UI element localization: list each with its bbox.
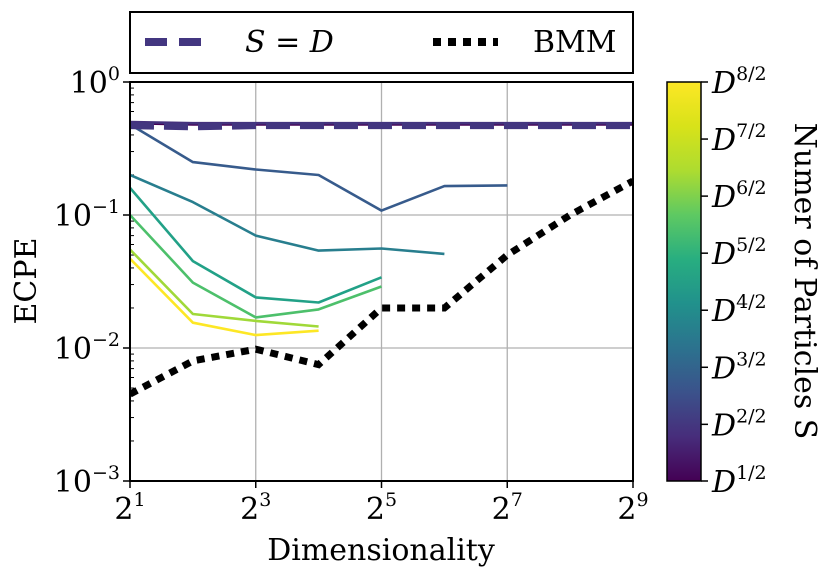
y-tick-label: 100 [70,63,120,101]
x-tick-label: 23 [240,489,271,527]
x-tick-label-exp: 5 [385,489,397,511]
x-tick-label-base: 2 [617,492,636,527]
colorbar: D8/2D7/2D6/2D5/2D4/2D3/2D2/2D1/2 Numer o… [666,63,822,500]
series-line-3 [130,173,445,256]
series-line-5 [130,214,382,319]
y-tick-label-exp: −1 [92,196,120,218]
x-tick-label: 27 [492,489,523,527]
sd-reference-line [130,122,633,131]
y-tick-label-base: 10 [54,199,92,234]
colorbar-tick-base: D [711,408,736,443]
colorbar-tick-exp: 2/2 [736,405,767,427]
series-line-7 [130,257,319,337]
colorbar-ticks: D8/2D7/2D6/2D5/2D4/2D3/2D2/2D1/2 [701,63,767,500]
x-tick-label-base: 2 [114,492,133,527]
colorbar-tick-base: D [711,66,736,101]
colorbar-tick-base: D [711,465,736,500]
colorbar-tick-label: D4/2 [711,291,767,329]
x-tick-label: 21 [114,489,145,527]
x-tick-label-base: 2 [366,492,385,527]
series-lines [130,120,633,398]
legend-sd-label: S = D [245,25,334,60]
legend: S = D BMM [129,11,634,74]
y-tick-label-exp: −2 [92,329,120,351]
colorbar-tick-exp: 8/2 [736,63,767,85]
legend-frame [129,11,634,74]
y-tick-label-base: 10 [54,332,92,367]
series-line-4 [130,187,382,304]
x-tick-label-base: 2 [240,492,259,527]
colorbar-tick-base: D [711,180,736,215]
x-tick-label-exp: 7 [511,489,523,511]
colorbar-label: Numer of Particles S [787,123,822,440]
series-line-2 [130,123,508,212]
x-tick-label-base: 2 [492,492,511,527]
x-tick-label: 29 [617,489,648,527]
y-axis-label: ECPE [9,238,44,325]
bmm-reference-line [130,177,633,398]
series-line-6 [130,248,319,328]
colorbar-tick-label: D1/2 [711,462,767,500]
y-tick-label-exp: −3 [92,462,120,484]
colorbar-tick-exp: 1/2 [736,462,767,484]
colorbar-tick-exp: 3/2 [736,348,767,370]
y-tick-label: 10−1 [54,196,120,234]
y-tick-label-base: 10 [54,465,92,500]
colorbar-tick-base: D [711,237,736,272]
y-tick-label-exp: 0 [108,63,120,85]
colorbar-tick-exp: 4/2 [736,291,767,313]
colorbar-tick-label: D6/2 [711,177,767,215]
colorbar-tick-label: D8/2 [711,63,767,101]
y-tick-label: 10−2 [54,329,120,367]
colorbar-tick-exp: 6/2 [736,177,767,199]
x-tick-label-exp: 9 [637,489,649,511]
x-axis-label: Dimensionality [267,533,495,568]
colorbar-tick-base: D [711,294,736,329]
colorbar-tick-base: D [711,123,736,158]
colorbar-tick-label: D3/2 [711,348,767,386]
x-tick-label-exp: 1 [134,489,146,511]
legend-bmm-label: BMM [533,25,616,60]
colorbar-tick-base: D [711,351,736,386]
x-tick-label: 25 [366,489,397,527]
colorbar-label-text: Numer of Particles S [787,123,822,440]
colorbar-tick-label: D5/2 [711,234,767,272]
y-tick-label: 10−3 [54,462,120,500]
x-axis-ticks: 21 23 25 27 29 [114,481,649,527]
colorbar-tick-exp: 7/2 [736,120,767,142]
colorbar-tick-exp: 5/2 [736,234,767,256]
colorbar-tick-label: D2/2 [711,405,767,443]
x-tick-label-exp: 3 [259,489,271,511]
colorbar-tick-label: D7/2 [711,120,767,158]
y-tick-label-base: 10 [70,66,108,101]
colorbar-gradient [666,81,702,482]
